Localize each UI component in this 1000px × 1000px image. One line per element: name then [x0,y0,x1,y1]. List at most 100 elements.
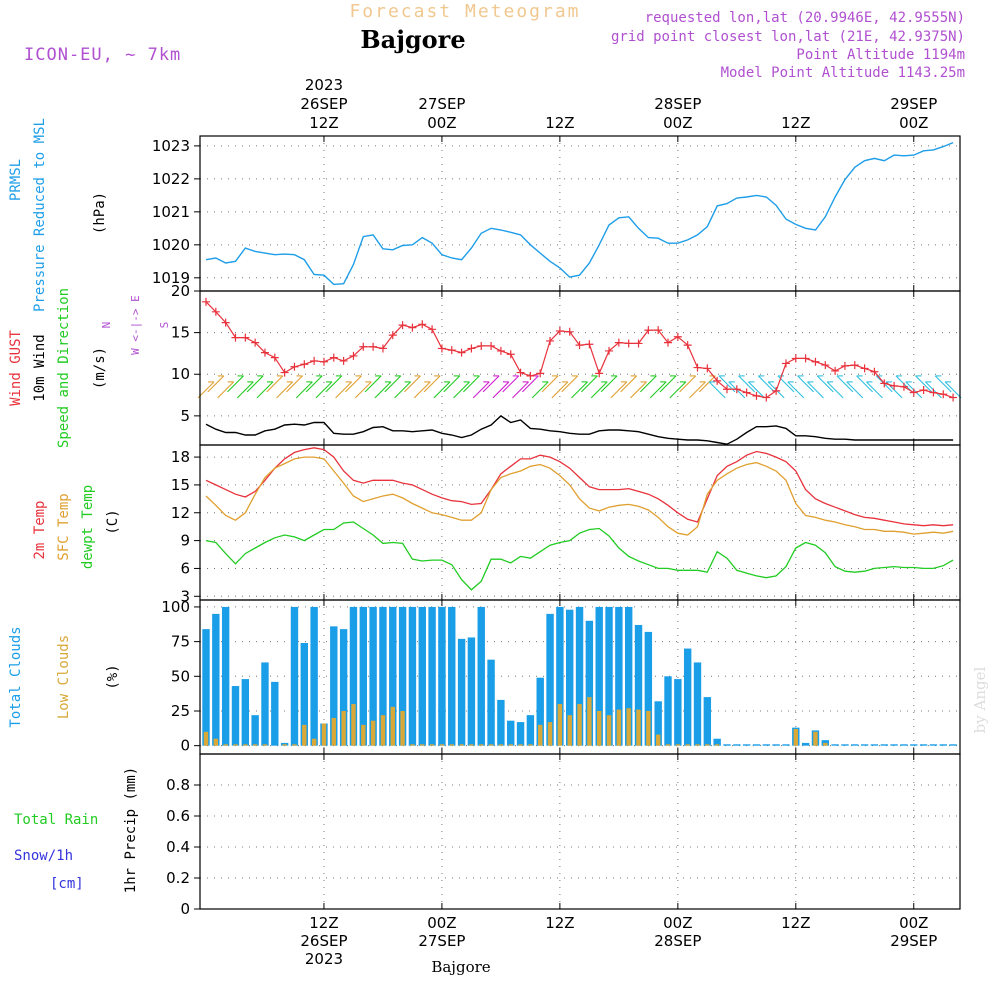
precip-y-tick-label: 0 [180,900,190,918]
wind-direction-arrow [915,375,932,393]
total-cloud-bar [733,744,741,746]
total-cloud-bar [575,606,584,746]
total-cloud-bar [428,606,436,746]
low-cloud-bar [302,724,307,746]
wind-10m-label: 10m Wind [32,334,48,401]
low-cloud-bar [587,697,592,746]
total-cloud-bar [339,629,348,746]
wind-direction-arrow [197,381,215,399]
wind-gust-point [398,321,407,330]
top-time-label: 27SEP [418,95,465,113]
low-cloud-bar [252,744,258,746]
wind-direction-arrow [345,375,362,393]
wind-direction-label: Speed and Direction [56,288,72,448]
wind-direction-arrow [325,375,343,393]
total-cloud-bar [290,606,299,746]
wind-gust-point [496,346,505,355]
wind-gust-point [477,341,486,350]
wind-direction-arrow [679,375,697,393]
total-cloud-bar [418,606,426,746]
cloud-bars [202,606,957,746]
wind-gust-point [359,342,368,351]
wind-direction-arrow [433,381,451,399]
wind-direction-arrow [600,375,618,393]
total-cloud-bar [241,679,250,746]
bottom-time-label: 12Z [781,914,810,932]
wind-direction-arrow [286,375,303,393]
wind-direction-arrow [207,375,225,393]
wind-gust-point [880,379,889,388]
total-cloud-bar [919,744,928,746]
low-cloud-bar [233,744,238,746]
wind-direction-arrow [492,381,510,399]
low-cloud-bar [311,738,317,746]
precip-panel: Total Rain Snow/1h [cm] 1hr Precip (mm) … [14,754,960,918]
total-cloud-bar [546,613,554,746]
wind-gust-point [870,367,879,376]
total-cloud-bar [507,720,515,746]
wind-gust-point [526,371,535,380]
clouds-y-tick-label: 50 [171,667,190,685]
wind-y-axis: 5 10 15 20 [171,282,200,425]
wind-gust-point [546,336,555,345]
wind-direction-arrow [610,381,628,399]
bottom-time-label: 29SEP [890,932,937,950]
total-cloud-bar [605,606,613,746]
wind-direction-arrow [276,381,294,399]
wind-gust-point [437,344,446,353]
low-cloud-bar [410,744,415,746]
wind-direction-arrow [856,375,873,393]
wind-gust-point [447,346,456,355]
wind-gust-point [319,357,328,366]
clouds-y-tick-label: 25 [171,702,190,720]
low-cloud-bar [567,715,572,746]
total-cloud-bar [939,744,947,746]
wind-gust-point [280,368,289,377]
top-time-label: 12Z [781,114,810,132]
temp-y-tick-label: 6 [180,559,190,577]
wind-unit: (m/s) [92,347,108,389]
low-cloud-bar [675,744,681,746]
wind-direction-arrow [816,375,834,393]
wind-gust-point [251,338,260,347]
grid-point-coordinates: grid point closest lon,lat (21E, 42.9375… [611,29,965,45]
total-cloud-bar [674,679,682,746]
wind-direction-arrow [630,381,647,399]
clouds-panel: Total Clouds Low Clouds (%) 0 25 50 75 100 [8,598,960,755]
temp-y-tick-label: 18 [171,448,190,466]
wind-gust-point [624,339,633,348]
temp-y-tick-label: 9 [180,532,190,550]
low-cloud-bar [331,717,336,746]
wind-gust-point [329,353,338,362]
wind-direction-arrow [404,375,421,393]
chart-title: Forecast Meteogram [349,1,580,22]
wind-gust-point [605,346,614,355]
total-cloud-bar [693,662,702,746]
total-cloud-bar [369,606,377,746]
low-cloud-bar [449,744,454,746]
total-cloud-bar [526,715,535,746]
pressure-y-tick-label: 1021 [152,203,190,221]
total-cloud-bar [772,744,780,746]
wind-direction-arrow [266,375,284,393]
wind-direction-arrow [797,375,815,393]
low-cloud-bar [341,710,346,746]
total-cloud-bar [890,744,898,746]
low-cloud-bar [361,724,366,746]
compass-west-east: W <-|-> E [129,295,142,355]
bottom-time-label: 28SEP [654,932,701,950]
clouds-y-tick-label: 100 [161,598,190,616]
clouds-y-tick-label: 0 [180,737,190,755]
low-cloud-bar [488,744,494,746]
low-cloud-bar [469,744,474,746]
wind-direction-arrow [354,381,372,399]
wind-gust-point [821,361,830,370]
wind-gust-point [713,376,722,385]
wind-gust-point [378,344,387,353]
wind-direction-arrow [620,375,638,393]
total-cloud-bar [713,738,721,746]
total-cloud-bar [438,606,446,746]
precip-y-tick-label: 0.6 [166,807,190,825]
